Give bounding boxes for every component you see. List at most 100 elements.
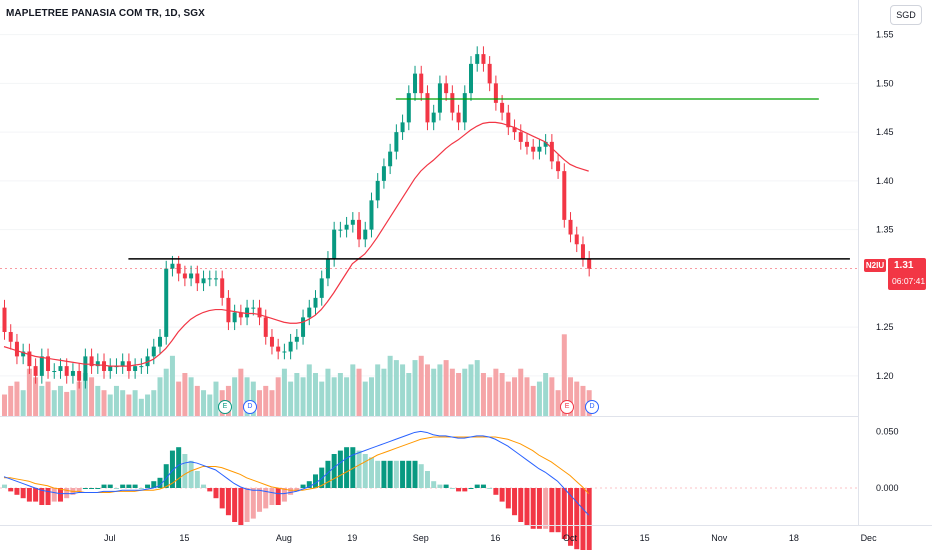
volume-bar — [45, 381, 51, 416]
macd-histogram-bar — [33, 488, 39, 502]
volume-bar — [51, 390, 57, 416]
x-tick-label: 15 — [640, 533, 650, 543]
volume-bar — [313, 373, 318, 416]
volume-bar — [64, 391, 70, 416]
volume-bar — [107, 394, 113, 416]
candle-body — [195, 273, 200, 284]
x-tick-label: Dec — [861, 533, 878, 543]
macd-histogram-bar — [313, 474, 318, 488]
macd-histogram-bar — [543, 488, 549, 529]
macd-histogram-bar — [26, 488, 32, 502]
volume-bar — [406, 373, 412, 416]
macd-histogram-bar — [568, 488, 574, 546]
earnings-marker-icon[interactable]: E — [218, 400, 232, 414]
macd-histogram-bar — [176, 447, 182, 488]
candle-body — [207, 278, 212, 280]
candle-body — [319, 278, 324, 298]
candle-body — [8, 332, 13, 342]
y-tick-label: 1.50 — [876, 78, 894, 88]
macd-histogram-bar — [344, 447, 350, 488]
volume-bar — [145, 394, 151, 416]
macd-histogram-bar — [449, 488, 455, 489]
macd-histogram-bar — [443, 484, 449, 488]
candle-body — [108, 366, 113, 371]
volume-bar — [244, 377, 250, 416]
macd-histogram-bar — [145, 484, 151, 488]
macd-histogram-bar — [300, 484, 306, 488]
volume-bar — [213, 381, 219, 416]
dividend-marker-icon[interactable]: D — [584, 400, 599, 414]
macd-histogram-bar — [20, 488, 26, 499]
candle-body — [338, 229, 343, 231]
volume-bar — [39, 385, 45, 416]
candle-body — [357, 219, 362, 240]
candle-body — [170, 263, 175, 269]
x-tick-label: Sep — [413, 533, 429, 543]
macd-histogram-bar — [194, 471, 200, 488]
candle-body — [245, 307, 250, 318]
macd-histogram-bar — [45, 488, 51, 505]
macd-histogram-bar — [505, 488, 511, 509]
macd-histogram-bar — [201, 484, 207, 488]
candle-body — [288, 341, 293, 352]
candle-body — [487, 63, 492, 84]
candle-body — [419, 73, 424, 94]
macd-histogram-bar — [288, 488, 294, 495]
volume-bar — [344, 377, 350, 416]
candle-body — [83, 356, 88, 381]
candle-body — [276, 346, 281, 352]
dividend-marker-icon[interactable]: D — [242, 400, 257, 414]
candle-body — [574, 234, 579, 245]
volume-bar — [89, 377, 95, 416]
sma-line — [3, 121, 589, 367]
x-tick-label: 15 — [179, 533, 189, 543]
macd-histogram-bar — [51, 488, 57, 502]
volume-bar — [462, 368, 468, 416]
macd-histogram-bar — [406, 460, 412, 488]
volume-bar — [400, 364, 406, 416]
candle-body — [537, 146, 542, 152]
currency-button[interactable]: SGD — [890, 5, 922, 25]
candle-body — [375, 180, 380, 201]
candle-body — [213, 278, 218, 280]
macd-histogram-bar — [393, 460, 399, 488]
candle-body — [189, 273, 194, 279]
y-tick-label: 1.35 — [876, 225, 894, 235]
volume-bar — [151, 390, 157, 416]
candle-body — [269, 336, 274, 347]
y-tick-label: 1.20 — [876, 371, 894, 381]
macd-histogram-bar — [586, 488, 592, 550]
macd-histogram-bar — [163, 464, 169, 488]
candle-body — [77, 371, 82, 381]
earnings-marker-icon[interactable]: E — [560, 400, 575, 414]
volume-bar — [350, 364, 356, 416]
macd-histogram-bar — [263, 488, 269, 509]
candle-body — [493, 83, 498, 103]
macd-histogram-bar — [76, 488, 82, 492]
candles — [2, 46, 592, 389]
candle-body — [151, 346, 156, 357]
macd-histogram-bar — [468, 488, 474, 489]
volume-bar — [368, 377, 374, 416]
y-axis-ticks: 1.55 1.50 1.45 1.40 1.35 1.25 1.20 0.050 0.000 — [876, 30, 899, 493]
volume-bar — [250, 381, 256, 416]
macd-histogram-bar — [107, 484, 113, 488]
candle-body — [325, 258, 330, 279]
macd-histogram-bar — [362, 454, 368, 488]
last-price: 1.31 — [894, 260, 914, 271]
x-tick-label: Oct — [563, 533, 578, 543]
volume-bar — [449, 368, 455, 416]
volume-bar — [188, 377, 194, 416]
y-tick-label: 1.25 — [876, 322, 894, 332]
candle-body — [344, 224, 349, 230]
macd-histogram-bar — [64, 488, 70, 499]
volume-bar — [194, 385, 200, 416]
macd-histogram-bar — [319, 467, 325, 488]
volume-bar — [375, 364, 381, 416]
candle-body — [388, 151, 393, 167]
volume-bar — [257, 390, 263, 416]
volume-bar — [57, 385, 63, 416]
candle-body — [400, 122, 405, 133]
macd-histogram-bar — [157, 477, 163, 488]
